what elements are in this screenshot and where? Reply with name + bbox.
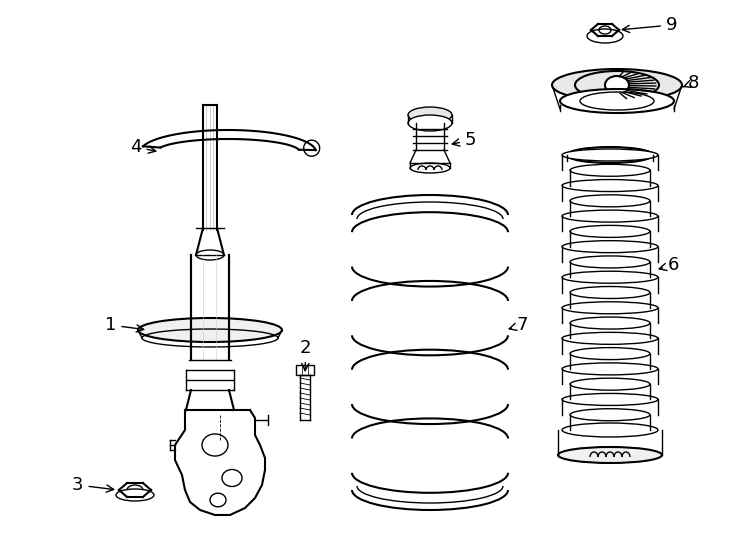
Ellipse shape — [570, 378, 650, 390]
Ellipse shape — [558, 447, 662, 463]
Ellipse shape — [552, 69, 682, 101]
Ellipse shape — [605, 76, 629, 94]
Text: 8: 8 — [683, 74, 700, 92]
Ellipse shape — [222, 469, 242, 487]
Ellipse shape — [562, 302, 658, 314]
Ellipse shape — [560, 89, 674, 113]
Ellipse shape — [570, 225, 650, 238]
Ellipse shape — [562, 271, 658, 283]
Text: 9: 9 — [622, 16, 677, 34]
Ellipse shape — [408, 107, 452, 123]
Ellipse shape — [562, 149, 658, 161]
Text: 3: 3 — [72, 476, 114, 494]
Ellipse shape — [570, 287, 650, 299]
Ellipse shape — [570, 164, 650, 176]
Ellipse shape — [570, 195, 650, 207]
Ellipse shape — [116, 489, 154, 501]
Ellipse shape — [567, 147, 653, 163]
Ellipse shape — [202, 434, 228, 456]
Ellipse shape — [562, 180, 658, 192]
Ellipse shape — [562, 210, 658, 222]
Text: 5: 5 — [452, 131, 476, 149]
Ellipse shape — [570, 348, 650, 360]
Ellipse shape — [562, 332, 658, 345]
Text: 4: 4 — [130, 138, 156, 156]
Text: 6: 6 — [659, 256, 680, 274]
Ellipse shape — [562, 241, 658, 253]
Ellipse shape — [562, 423, 658, 437]
Ellipse shape — [210, 493, 226, 507]
Text: 1: 1 — [105, 316, 144, 334]
Text: 7: 7 — [509, 316, 528, 334]
Ellipse shape — [196, 250, 224, 260]
Ellipse shape — [562, 363, 658, 375]
Ellipse shape — [410, 163, 450, 173]
Ellipse shape — [570, 409, 650, 421]
Ellipse shape — [408, 115, 452, 131]
Ellipse shape — [562, 394, 658, 406]
Ellipse shape — [570, 256, 650, 268]
Text: 2: 2 — [300, 339, 311, 370]
FancyBboxPatch shape — [296, 365, 314, 375]
Ellipse shape — [570, 317, 650, 329]
Ellipse shape — [138, 318, 282, 342]
Ellipse shape — [587, 29, 623, 43]
